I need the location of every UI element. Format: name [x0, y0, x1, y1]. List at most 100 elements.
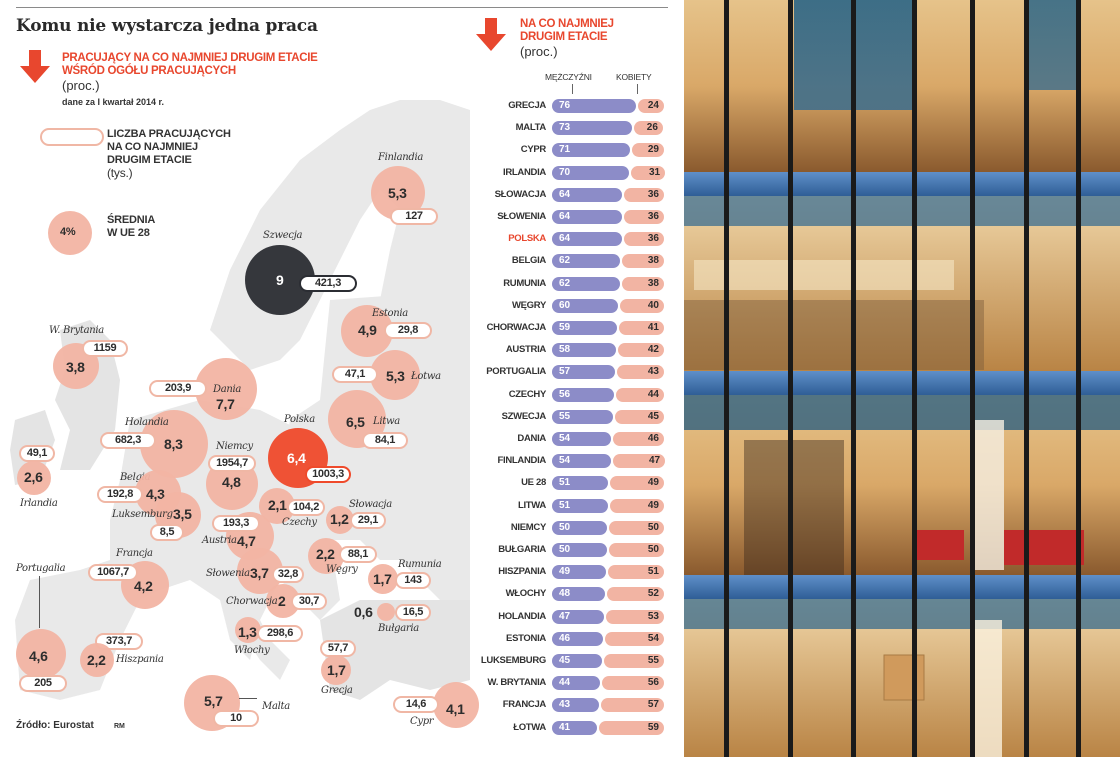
- pill-rumunia: 143: [395, 572, 431, 589]
- bar-men[interactable]: 49: [552, 565, 606, 580]
- bar-women[interactable]: 26: [634, 121, 663, 136]
- bar-men[interactable]: 59: [552, 321, 617, 335]
- pct-slowacja: 1,2: [330, 511, 349, 527]
- bubble-bulgaria[interactable]: [377, 603, 395, 621]
- bar-women[interactable]: 57: [601, 698, 664, 713]
- bar-women[interactable]: 42: [617, 343, 664, 358]
- country-label-estonia: Estonia: [372, 308, 408, 319]
- country-label-chorwacja: Chorwacja: [226, 596, 278, 607]
- down-arrow-icon: [476, 18, 506, 51]
- bar-women[interactable]: 24: [637, 99, 664, 113]
- portugalia-leader-line: [39, 576, 40, 628]
- bar-men[interactable]: 48: [552, 587, 605, 602]
- pct-slowenia: 3,7: [250, 565, 269, 581]
- country-label-belgia: Belgia: [120, 472, 151, 483]
- bar-women[interactable]: 43: [616, 365, 664, 380]
- bar-men[interactable]: 50: [552, 543, 607, 557]
- bar-women[interactable]: 49: [610, 498, 664, 513]
- bar-men[interactable]: 45: [552, 654, 602, 668]
- bar-men[interactable]: 46: [552, 631, 603, 646]
- bar-women[interactable]: 31: [631, 165, 666, 180]
- bar-women[interactable]: 59: [599, 720, 664, 735]
- legend-pill-text: LICZBA PRACUJĄCYCH NA CO NAJMNIEJ DRUGIM…: [107, 128, 231, 180]
- bar-women[interactable]: 36: [624, 232, 664, 247]
- bar-women[interactable]: 56: [602, 676, 664, 691]
- bar-men[interactable]: 57: [552, 365, 615, 380]
- bar-row: ŁOTWA 41 59: [470, 720, 668, 735]
- pct-portugalia: 4,6: [29, 648, 48, 664]
- bar-men[interactable]: 41: [552, 720, 598, 735]
- bar-row: WŁOCHY 48 52: [470, 587, 668, 602]
- pct-belgia: 4,3: [146, 486, 165, 502]
- bar-women[interactable]: 49: [610, 476, 664, 491]
- bar-women[interactable]: 53: [605, 609, 664, 624]
- bar-men[interactable]: 54: [552, 454, 612, 469]
- bar-men[interactable]: 47: [552, 609, 604, 624]
- bar-men[interactable]: 70: [552, 165, 629, 180]
- bubble-portugalia[interactable]: [16, 629, 66, 679]
- bubble-irlandia[interactable]: [17, 461, 51, 495]
- bubble-cypr[interactable]: [433, 682, 479, 728]
- bar-men[interactable]: 62: [552, 254, 621, 269]
- legend-average-bubble: [48, 211, 92, 255]
- bar-women[interactable]: 47: [613, 454, 666, 469]
- bar-men[interactable]: 76: [552, 99, 636, 113]
- bar-country-label: CYPR: [520, 144, 547, 156]
- bar-women[interactable]: 44: [615, 387, 664, 402]
- bar-women[interactable]: 45: [614, 409, 664, 424]
- pct-cypr: 4,1: [446, 701, 465, 717]
- bubble-grecja[interactable]: [321, 655, 351, 685]
- bar-women[interactable]: 36: [624, 187, 664, 202]
- bubble-slowacja[interactable]: [326, 506, 354, 534]
- bar-women[interactable]: 54: [604, 631, 664, 646]
- bar-women[interactable]: 41: [618, 321, 664, 335]
- bar-women[interactable]: 46: [613, 432, 664, 446]
- bar-women[interactable]: 29: [632, 143, 664, 158]
- bar-row: POLSKA 64 36: [470, 232, 668, 247]
- country-label-szwecja: Szwecja: [263, 230, 303, 241]
- bar-men[interactable]: 64: [552, 210, 623, 224]
- bubble-rumunia[interactable]: [368, 564, 398, 594]
- bar-women[interactable]: 40: [620, 298, 664, 313]
- bar-women[interactable]: 55: [603, 654, 664, 668]
- bar-men[interactable]: 54: [552, 432, 612, 446]
- bar-women[interactable]: 52: [606, 587, 664, 602]
- bar-women[interactable]: 50: [609, 520, 664, 535]
- bar-men[interactable]: 50: [552, 520, 607, 535]
- pill-lotwa: 47,1: [332, 366, 378, 383]
- photo-illustration: [684, 0, 1120, 757]
- bar-men[interactable]: 62: [552, 276, 621, 291]
- bar-men[interactable]: 56: [552, 387, 614, 402]
- pill-wbrytania: 1159: [82, 340, 128, 357]
- bar-men[interactable]: 64: [552, 187, 623, 202]
- bar-men[interactable]: 43: [552, 698, 600, 713]
- bar-men[interactable]: 44: [552, 676, 601, 691]
- pct-dania: 7,7: [216, 396, 235, 412]
- bar-women[interactable]: 38: [622, 254, 664, 269]
- bar-men[interactable]: 51: [552, 498, 609, 513]
- bar-country-label: SŁOWENIA: [497, 211, 546, 222]
- bar-women[interactable]: 38: [622, 276, 664, 291]
- bar-men[interactable]: 60: [552, 298, 618, 313]
- bubble-wegry[interactable]: [308, 538, 344, 574]
- pct-wegry: 2,2: [316, 546, 335, 562]
- bar-country-label: ESTONIA: [506, 632, 546, 644]
- bar-men[interactable]: 73: [552, 121, 633, 136]
- bubble-hiszpania[interactable]: [80, 643, 114, 677]
- bubble-wlochy[interactable]: [235, 617, 261, 643]
- bar-women[interactable]: 50: [609, 543, 664, 557]
- bar-men[interactable]: 64: [552, 232, 623, 247]
- bar-men[interactable]: 58: [552, 343, 616, 358]
- country-label-cypr: Cypr: [410, 716, 434, 727]
- col-header-women: KOBIETY: [616, 72, 652, 82]
- bar-men[interactable]: 51: [552, 476, 609, 491]
- bar-country-label: HOLANDIA: [498, 610, 546, 622]
- bar-men[interactable]: 71: [552, 143, 631, 158]
- pct-luksemburg: 3,5: [173, 506, 192, 522]
- bubble-lotwa[interactable]: [370, 350, 420, 400]
- bar-women[interactable]: 51: [607, 565, 664, 580]
- bar-country-label: CHORWACJA: [486, 322, 547, 333]
- bar-men[interactable]: 55: [552, 409, 613, 424]
- bar-women[interactable]: 36: [624, 210, 664, 224]
- country-label-austria: Austria: [202, 535, 237, 546]
